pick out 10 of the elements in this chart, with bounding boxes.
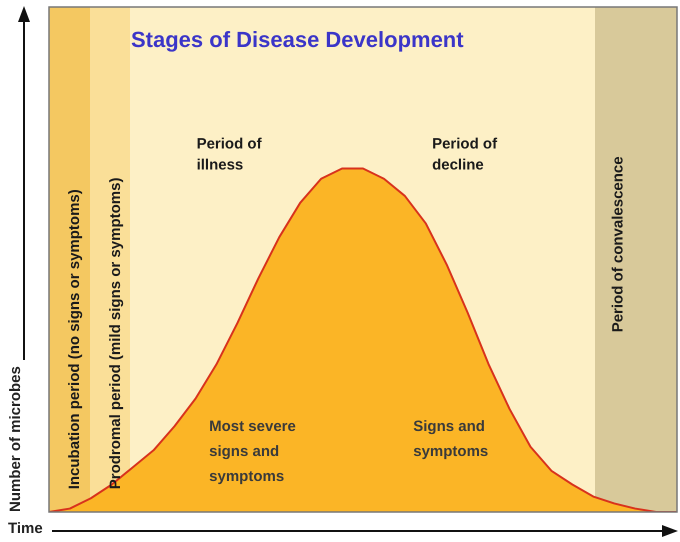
annotation: Signs and symptoms [413,418,488,460]
annotation: Most severe signs and symptoms [209,418,296,486]
annotation: Period of convalescence [609,156,626,332]
y-axis-title: Number of microbes [7,366,24,512]
x-axis-title: Time [8,520,43,537]
chart-title: Stages of Disease Development [131,27,464,52]
annotation: Prodromal period (mild signs or symptoms) [106,178,124,490]
annotation: Incubation period (no signs or symptoms) [66,189,84,490]
annotation: Period of decline [432,135,498,174]
annotation: Period of illness [196,135,263,174]
